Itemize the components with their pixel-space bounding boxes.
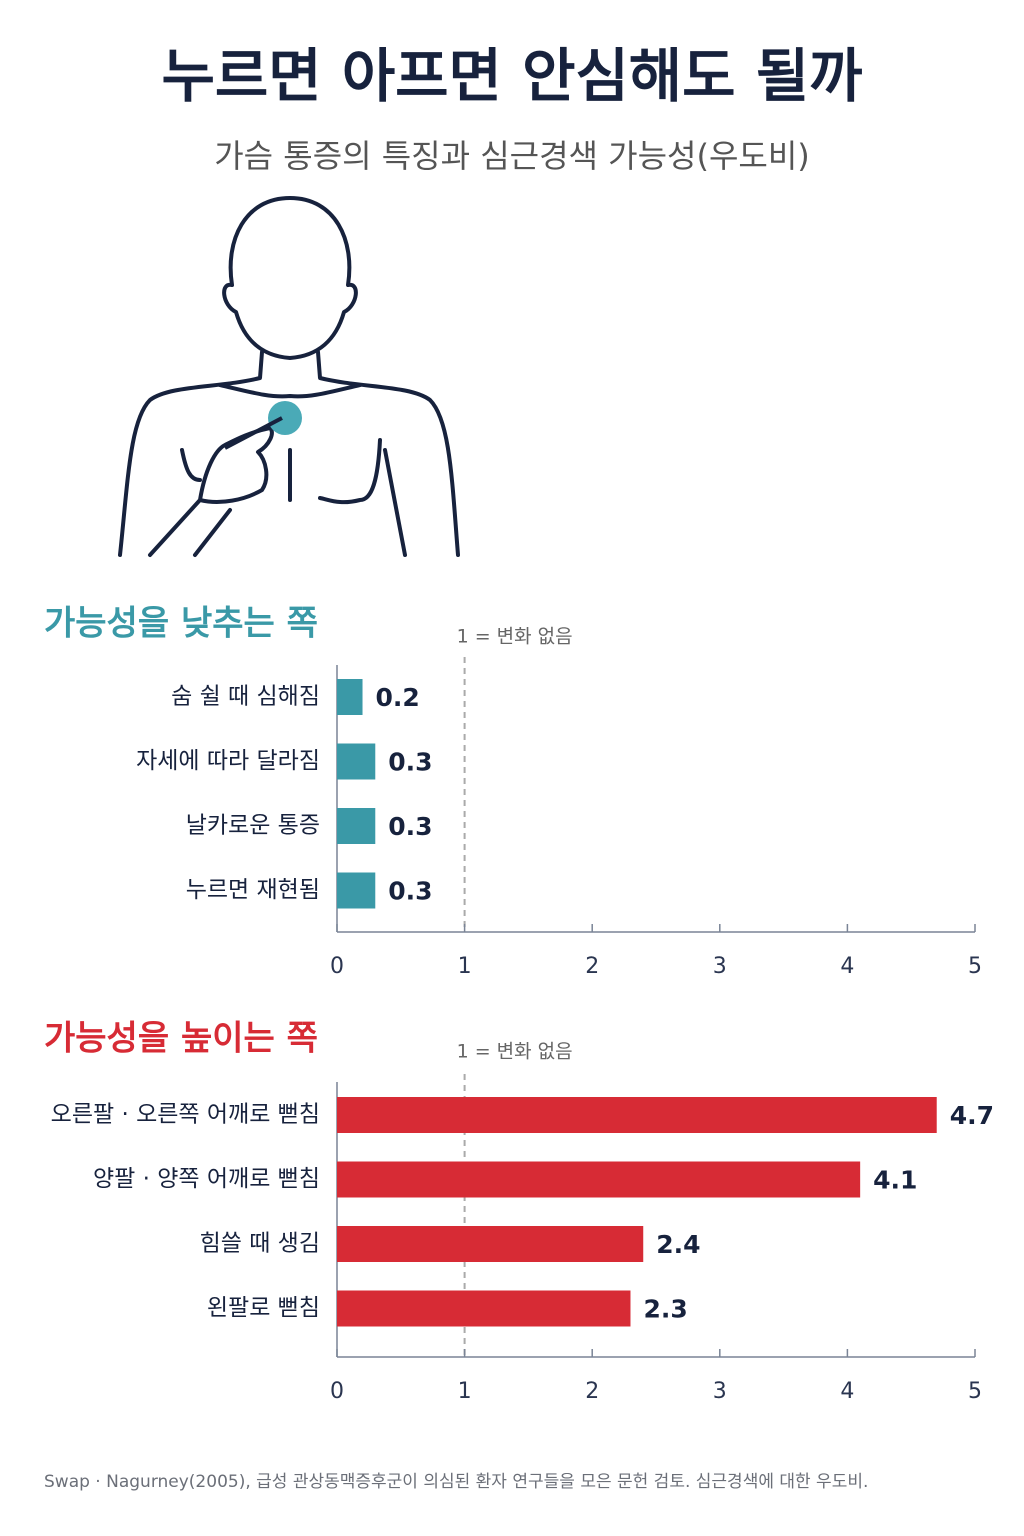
x-tick-label: 5 [968,954,982,979]
title: 누르면 아프면 안심해도 될까 [162,42,863,110]
value-label: 0.3 [388,812,432,841]
bar [337,1226,644,1262]
x-tick-label: 0 [330,1379,344,1404]
value-label: 2.4 [656,1230,700,1259]
x-tick-label: 0 [330,954,344,979]
value-label: 4.1 [873,1166,917,1195]
category-label: 힘쓸 때 생김 [200,1231,320,1257]
reference-label: 1 = 변화 없음 [457,626,573,648]
value-label: 2.3 [643,1295,687,1324]
bar [337,1290,631,1327]
x-tick-label: 2 [585,954,599,979]
bar [337,872,376,909]
subtitle: 가슴 통증의 특징과 심근경색 가능성(우도비) [214,137,810,175]
source: Swap · Nagurney(2005), 급성 관상동맥증후군이 의심된 환… [44,1472,868,1492]
category-label: 자세에 따라 달라짐 [136,748,320,774]
x-tick-label: 3 [713,954,727,979]
x-tick-label: 4 [840,954,854,979]
x-tick-label: 1 [458,1379,472,1404]
bar [337,1097,937,1133]
category-label: 숨 쉴 때 심해짐 [171,684,320,710]
reference-label: 1 = 변화 없음 [457,1041,573,1063]
x-tick-label: 2 [585,1379,599,1404]
category-label: 날카로운 통증 [186,813,320,839]
body-illustration [118,196,460,557]
pain-point [268,401,302,435]
value-label: 4.7 [950,1101,994,1130]
bar [337,743,376,780]
category-label: 누르면 재현됨 [186,877,320,903]
x-tick-label: 1 [458,954,472,979]
category-label: 오른팔 · 오른쪽 어깨로 뻗침 [51,1102,320,1128]
value-label: 0.2 [376,683,420,712]
x-tick-label: 5 [968,1379,982,1404]
bar [337,1161,861,1198]
category-label: 왼팔로 뻗침 [207,1295,320,1321]
category-label: 양팔 · 양쪽 어깨로 뻗침 [93,1166,320,1192]
chart-title: 가능성을 낮추는 쪽 [44,604,318,644]
bar [337,679,363,715]
finger [224,416,283,450]
x-tick-label: 4 [840,1379,854,1404]
bar [337,808,376,844]
x-tick-label: 3 [713,1379,727,1404]
chart-title: 가능성을 높이는 쪽 [44,1019,318,1059]
value-label: 0.3 [388,748,432,777]
value-label: 0.3 [388,877,432,906]
